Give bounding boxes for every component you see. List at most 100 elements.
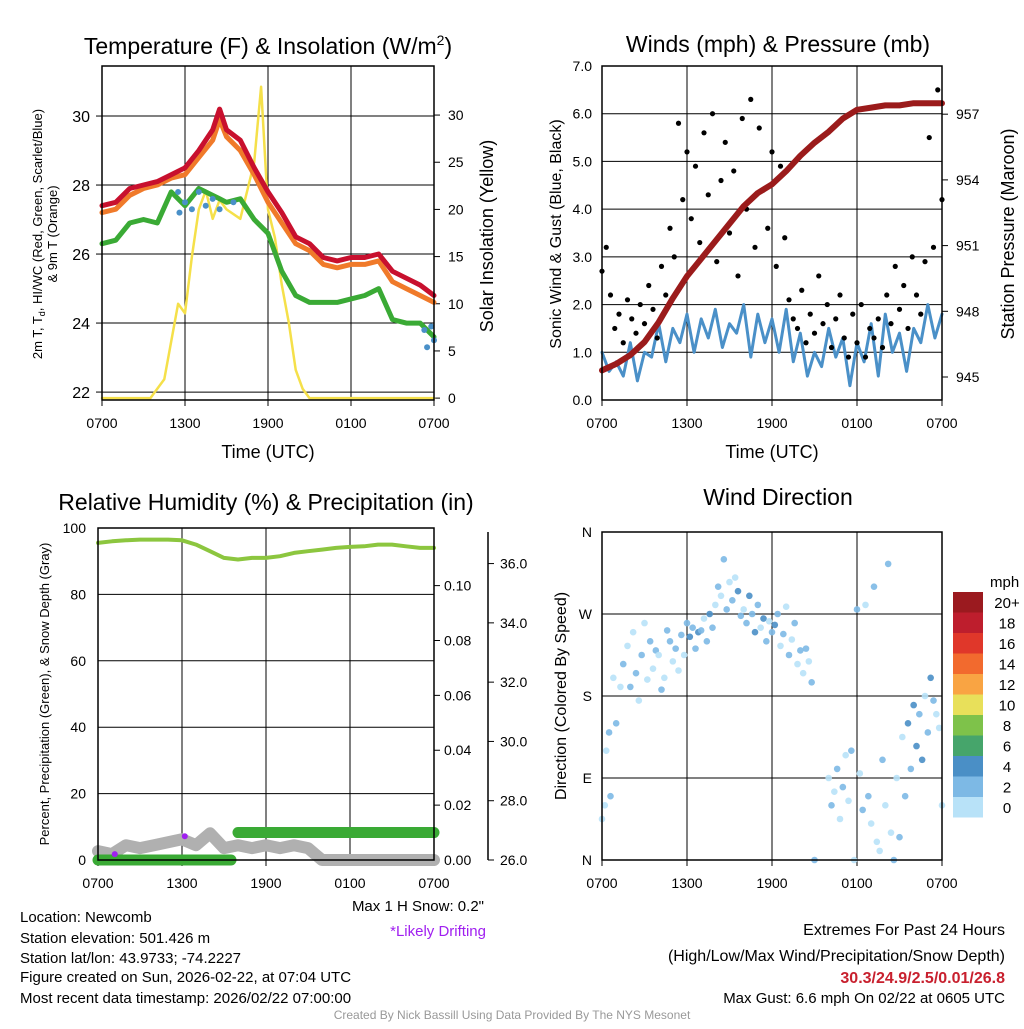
direction-point bbox=[865, 792, 872, 800]
direction-point bbox=[612, 720, 620, 727]
gust-point bbox=[765, 225, 771, 231]
panel-temperature: 0700 1300 1900 0100 0700 22 24 26 28 30 0 5 10 15 20 25… bbox=[72, 65, 464, 431]
x-tick-label: 0700 bbox=[82, 875, 113, 891]
wind-chill-point bbox=[216, 206, 223, 213]
svg-text:2m T, Td, HI/WC (Red, Green, S: 2m T, Td, HI/WC (Red, Green, Scarlet/Blu… bbox=[30, 109, 47, 359]
direction-point bbox=[777, 642, 784, 650]
gust-point bbox=[680, 197, 686, 203]
gust-point bbox=[896, 306, 903, 312]
direction-point bbox=[927, 674, 934, 682]
gust-point bbox=[854, 340, 860, 346]
gust-point bbox=[688, 216, 694, 222]
direction-point bbox=[901, 792, 909, 800]
direction-point bbox=[896, 833, 903, 841]
max-snow-label: Max 1 H Snow: 0.2" bbox=[352, 898, 484, 915]
direction-point bbox=[617, 683, 624, 691]
x-tick-label: 0700 bbox=[586, 415, 617, 431]
direction-point bbox=[683, 619, 691, 627]
y-tick-label: 4.0 bbox=[573, 201, 593, 217]
likely-drifting-label: *Likely Drifting bbox=[390, 923, 486, 940]
wind-chill-point bbox=[428, 323, 435, 330]
legend-label: 18 bbox=[999, 616, 1016, 633]
direction-point bbox=[726, 578, 733, 586]
y-tick-label: 100 bbox=[63, 520, 87, 536]
gust-point bbox=[667, 225, 673, 231]
direction-point bbox=[655, 651, 662, 659]
gust-point bbox=[756, 125, 762, 131]
direction-point bbox=[867, 820, 875, 827]
temp-y-label: 2m T, Td, HI/WC (Red, Green, Scarlet/Blu… bbox=[30, 109, 60, 359]
gust-point bbox=[726, 230, 733, 236]
direction-point bbox=[848, 747, 855, 754]
y-tick-label: 7.0 bbox=[573, 58, 593, 74]
y-tick-label: N bbox=[582, 852, 592, 868]
x-tick-label: 1300 bbox=[671, 415, 702, 431]
y-tick-label: W bbox=[579, 606, 593, 622]
direction-point bbox=[629, 628, 637, 636]
direction-point bbox=[907, 765, 915, 773]
direction-point bbox=[856, 770, 864, 777]
recent-data-text: Most recent data timestamp: 2026/02/22 0… bbox=[20, 990, 351, 1007]
gust-point bbox=[833, 316, 839, 322]
direction-point bbox=[700, 615, 708, 622]
direction-point bbox=[723, 606, 730, 613]
direction-point bbox=[887, 829, 895, 836]
panel-humidity: 0700 1300 1900 0100 0700 0 20 40 60 80 100 0.00 0.02… bbox=[63, 520, 528, 891]
direction-point bbox=[627, 683, 634, 691]
direction-point bbox=[619, 660, 627, 668]
gust-point bbox=[875, 316, 881, 322]
direction-point bbox=[712, 601, 719, 609]
gust-point bbox=[650, 306, 656, 312]
gust-point bbox=[671, 254, 677, 260]
y-tick-label: 60 bbox=[70, 653, 86, 669]
gust-point bbox=[782, 235, 788, 241]
gust-point bbox=[824, 301, 830, 308]
gust-point bbox=[913, 292, 920, 298]
winds-x-label: Time (UTC) bbox=[725, 442, 818, 462]
y-tick-label: S bbox=[583, 688, 592, 704]
direction-point bbox=[666, 638, 674, 645]
legend-label: 12 bbox=[999, 677, 1016, 694]
y2-tick-label: 954 bbox=[956, 172, 980, 188]
gust-point bbox=[684, 149, 690, 155]
gust-point bbox=[658, 263, 665, 269]
direction-point bbox=[751, 628, 759, 636]
gust-point bbox=[773, 263, 779, 269]
y-tick-label: 28 bbox=[72, 178, 90, 195]
series-9m-t-line bbox=[99, 117, 437, 305]
gust-point bbox=[718, 177, 724, 184]
gust-point bbox=[624, 297, 631, 303]
snow-tick-label: 26.0 bbox=[500, 852, 527, 868]
direction-point bbox=[720, 556, 728, 563]
wind-chill-point bbox=[182, 199, 188, 206]
x-tick-label: 1300 bbox=[671, 875, 702, 891]
direction-point bbox=[893, 774, 900, 782]
gust-point bbox=[663, 292, 669, 298]
direction-point bbox=[624, 642, 631, 650]
direction-point bbox=[884, 560, 892, 568]
gust-point bbox=[837, 292, 843, 298]
snow-tick-label: 32.0 bbox=[500, 674, 527, 690]
legend-swatch bbox=[953, 612, 983, 633]
gust-point bbox=[701, 130, 707, 136]
y-tick-label: E bbox=[583, 770, 592, 786]
direction-point bbox=[672, 645, 679, 652]
precip-tick-label: 0.00 bbox=[444, 852, 471, 868]
wind-chill-point bbox=[209, 195, 216, 202]
gust-point bbox=[794, 325, 801, 332]
location-text: Location: Newcomb bbox=[20, 909, 152, 926]
legend-swatch bbox=[953, 715, 983, 736]
wind-chill-point bbox=[202, 202, 209, 209]
direction-point bbox=[899, 733, 906, 741]
legend-swatch bbox=[953, 592, 983, 613]
gust-point bbox=[799, 287, 805, 293]
x-tick-label: 0700 bbox=[586, 875, 617, 891]
x-tick-label: 1300 bbox=[166, 875, 197, 891]
direction-point bbox=[839, 783, 847, 791]
y-tick-label: 40 bbox=[70, 719, 86, 735]
extremes-values: 30.3/24.9/2.5/0.01/26.8 bbox=[840, 970, 1005, 987]
direction-point bbox=[605, 729, 613, 736]
direction-point bbox=[737, 612, 745, 620]
elevation-text: Station elevation: 501.426 m bbox=[20, 930, 210, 947]
direction-point bbox=[610, 674, 617, 682]
